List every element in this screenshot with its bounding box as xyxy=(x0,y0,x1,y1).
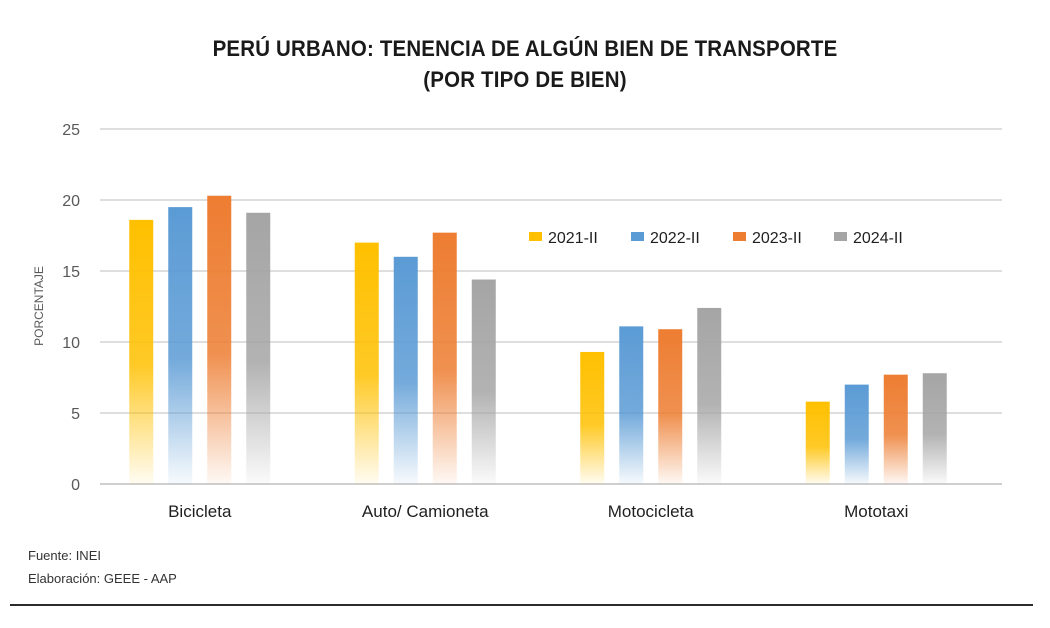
legend-swatch xyxy=(529,232,542,241)
bar-2024-II-autocamioneta xyxy=(471,279,496,484)
y-tick-label: 20 xyxy=(62,193,80,210)
y-tick-label: 15 xyxy=(62,264,80,281)
y-axis-ticks: 0 5 10 15 20 25 xyxy=(62,122,80,494)
x-tick-label: Motocicleta xyxy=(608,502,695,521)
chart-footer: Fuente: INEI Elaboración: GEEE - AAP xyxy=(28,544,177,590)
legend-label: 2023-II xyxy=(752,230,802,247)
x-tick-label: Auto/ Camioneta xyxy=(362,502,489,521)
x-tick-label: Bicicleta xyxy=(168,502,232,521)
bar-2022-II-motocicleta xyxy=(619,326,644,484)
bar-2021-II-motocicleta xyxy=(580,351,605,484)
bar-2023-II-mototaxi xyxy=(883,374,908,484)
y-axis-label: PORCENTAJE xyxy=(32,266,46,346)
chart-title: PERÚ URBANO: TENENCIA DE ALGÚN BIEN DE T… xyxy=(37,33,1014,95)
legend-swatch xyxy=(834,232,847,241)
bar-2023-II-bicicleta xyxy=(207,195,232,485)
legend-label: 2022-II xyxy=(650,230,700,247)
y-tick-label: 10 xyxy=(62,335,80,352)
legend-swatch xyxy=(631,232,644,241)
bar-2021-II-bicicleta xyxy=(129,219,154,484)
y-tick-label: 0 xyxy=(71,477,80,494)
bar-2024-II-motocicleta xyxy=(697,307,722,484)
bar-2024-II-mototaxi xyxy=(922,373,947,484)
bar-2021-II-autocamioneta xyxy=(354,242,379,484)
legend-label: 2021-II xyxy=(548,230,598,247)
bar-2022-II-mototaxi xyxy=(844,384,869,484)
y-tick-label: 25 xyxy=(62,122,80,139)
legend: 2021-II 2022-II 2023-II 2024-II xyxy=(529,230,903,247)
chart-title-line-2: (POR TIPO DE BIEN) xyxy=(423,67,627,92)
x-tick-label: Mototaxi xyxy=(844,502,908,521)
bars xyxy=(129,195,947,485)
credit-note: Elaboración: GEEE - AAP xyxy=(28,571,177,586)
legend-label: 2024-II xyxy=(853,230,903,247)
y-tick-label: 5 xyxy=(71,406,80,423)
bar-2023-II-autocamioneta xyxy=(432,232,457,484)
source-note: Fuente: INEI xyxy=(28,548,101,563)
bar-2022-II-autocamioneta xyxy=(393,256,418,484)
bar-2022-II-bicicleta xyxy=(168,207,193,484)
bar-2023-II-motocicleta xyxy=(658,329,683,484)
chart-title-line-1: PERÚ URBANO: TENENCIA DE ALGÚN BIEN DE T… xyxy=(212,36,838,61)
bar-2024-II-bicicleta xyxy=(246,212,271,484)
bar-2021-II-mototaxi xyxy=(805,401,830,484)
x-axis-ticks: Bicicleta Auto/ Camioneta Motocicleta Motot… xyxy=(168,502,908,521)
legend-swatch xyxy=(733,232,746,241)
bottom-divider xyxy=(10,604,1033,606)
